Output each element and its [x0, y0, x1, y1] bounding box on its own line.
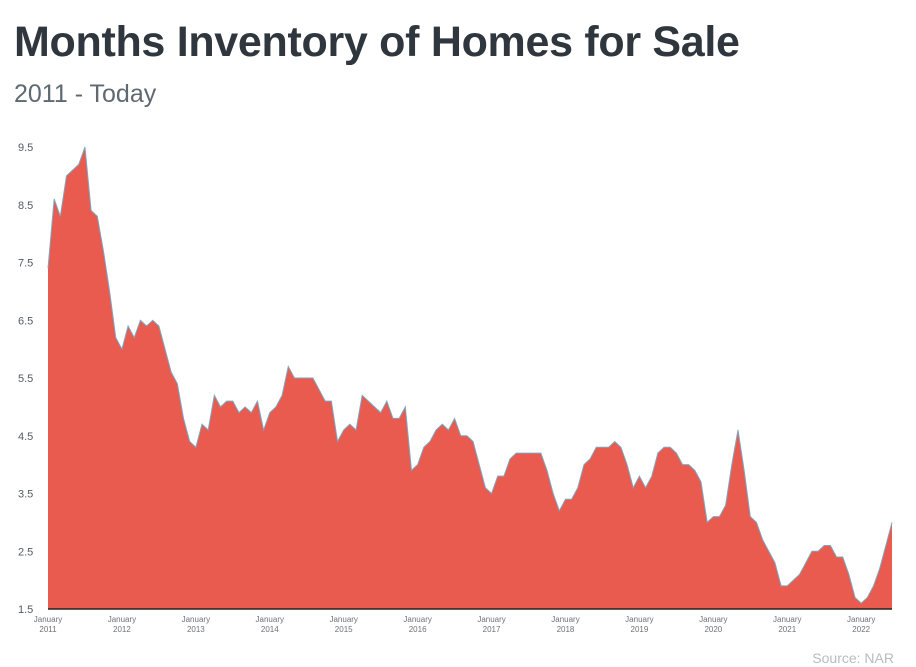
series-line — [47, 146, 893, 604]
plot-area — [47, 146, 893, 609]
x-tick-label-year: 2014 — [261, 625, 279, 634]
x-tick-label-month: January — [625, 615, 653, 624]
y-tick-label: 8.5 — [18, 200, 33, 212]
y-tick-label: 9.5 — [18, 142, 33, 154]
x-tick-label-year: 2016 — [409, 625, 427, 634]
x-tick-label-year: 2018 — [557, 625, 575, 634]
x-tick-label-month: January — [329, 615, 357, 624]
y-tick-label: 6.5 — [18, 315, 33, 327]
y-axis: 1.5 2.5 3.5 4.5 5.5 6.5 7.5 8.5 9.5 — [18, 142, 33, 616]
x-tick-label-month: January — [108, 615, 136, 624]
x-axis: January2011January2012January2013January… — [34, 608, 892, 634]
x-tick-label-month: January — [551, 615, 579, 624]
y-tick-label: 5.5 — [18, 373, 33, 385]
x-tick-label-year: 2022 — [852, 625, 870, 634]
x-tick-label-year: 2012 — [113, 625, 131, 634]
x-tick-label-year: 2015 — [335, 625, 353, 634]
x-tick-label-year: 2017 — [483, 625, 501, 634]
x-tick-label-month: January — [182, 615, 210, 624]
area-series — [48, 147, 892, 609]
x-tick-label-year: 2011 — [39, 625, 57, 634]
x-tick-label-year: 2013 — [187, 625, 205, 634]
x-tick-label-month: January — [847, 615, 875, 624]
x-tick-label-month: January — [403, 615, 431, 624]
chart-subtitle: 2011 - Today — [14, 80, 157, 108]
x-tick-label-year: 2020 — [704, 625, 722, 634]
y-tick-label: 4.5 — [18, 431, 33, 443]
x-tick-label-month: January — [699, 615, 727, 624]
chart-title: Months Inventory of Homes for Sale — [14, 18, 740, 66]
y-tick-label: 1.5 — [18, 604, 33, 616]
x-tick-label-year: 2021 — [778, 625, 796, 634]
x-tick-label-month: January — [34, 615, 62, 624]
x-tick-label-month: January — [477, 615, 505, 624]
x-tick-label-month: January — [773, 615, 801, 624]
y-tick-label: 3.5 — [18, 489, 33, 501]
x-tick-label-month: January — [256, 615, 284, 624]
y-tick-label: 2.5 — [18, 546, 33, 558]
y-tick-label: 7.5 — [18, 258, 33, 270]
source-note: Source: NAR — [812, 650, 894, 666]
x-tick-label-year: 2019 — [631, 625, 649, 634]
